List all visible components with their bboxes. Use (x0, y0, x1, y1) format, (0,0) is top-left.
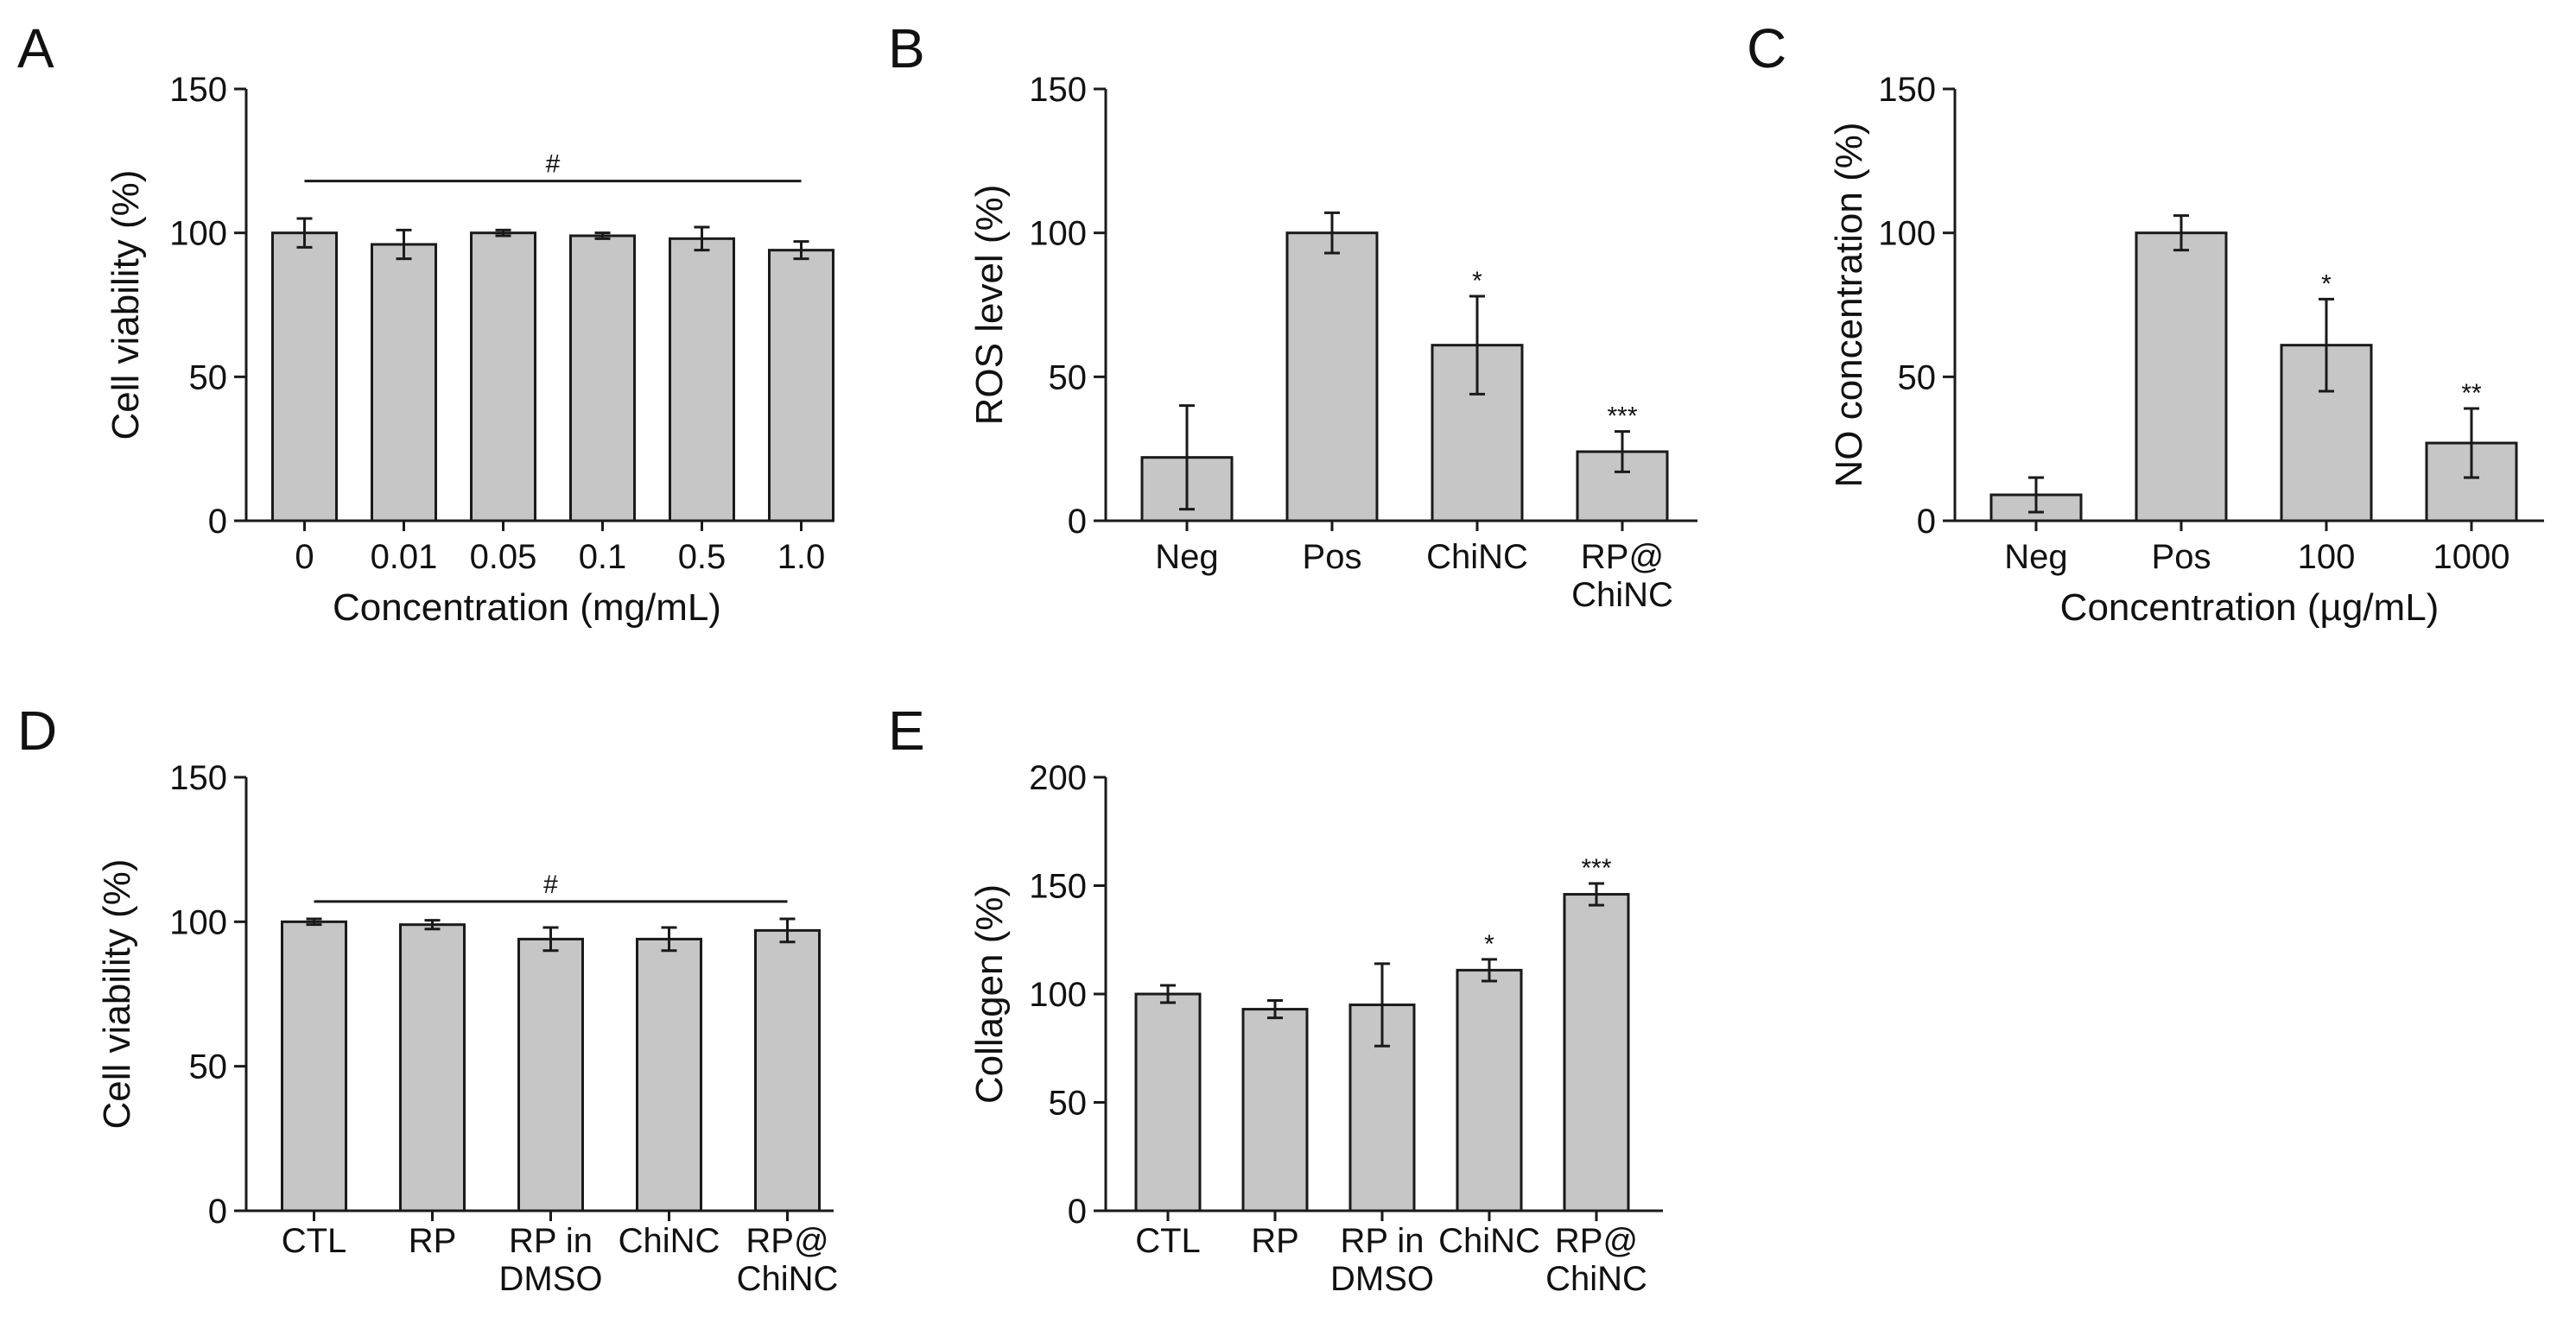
bar (768, 249, 834, 522)
x-tick-label: 0 (295, 538, 314, 576)
x-tick-label: ChiNC (619, 1222, 720, 1260)
x-tick-label: RP@ (1581, 538, 1664, 576)
y-tick-label: 0 (1068, 1193, 1087, 1231)
bar (569, 234, 636, 522)
x-tick-label: Neg (1155, 538, 1218, 576)
bar (371, 243, 437, 522)
panel-d: D 0 50 100 150 Cell viability (%) CTL RP RP inDM… (17, 700, 838, 1298)
y-tick-label: 150 (169, 759, 227, 797)
x-tick-label: ChiNC (1438, 1222, 1540, 1260)
x-tick-label: 100 (2298, 538, 2356, 576)
x-tick-label: RP (1251, 1222, 1299, 1260)
bar (2425, 441, 2518, 522)
bar (271, 231, 338, 522)
y-tick-label: 150 (1878, 71, 1936, 109)
y-tick-label: 100 (1029, 976, 1087, 1014)
x-tick-label: Pos (1303, 538, 1362, 576)
bar (1134, 992, 1202, 1213)
bar (754, 928, 821, 1213)
bar (1563, 893, 1630, 1213)
bar (2135, 231, 2228, 522)
significance-marker: *** (1581, 854, 1611, 883)
y-tick-label: 100 (1029, 215, 1087, 253)
x-axis-label: Concentration (mg/mL) (333, 586, 721, 629)
x-tick-label: 0.5 (678, 538, 726, 576)
y-tick-label: 50 (1049, 358, 1088, 396)
y-axis-label: ROS level (%) (968, 185, 1011, 426)
y-tick-label: 150 (1029, 868, 1087, 906)
y-tick-label: 0 (1068, 503, 1087, 541)
x-tick-label: RP@ (1555, 1222, 1638, 1260)
bar (517, 937, 584, 1213)
panel-letter: C (1747, 17, 1786, 79)
x-tick-label: ChiNC (1426, 538, 1528, 576)
y-axis-label: Cell viability (%) (105, 170, 147, 440)
bar (1456, 968, 1523, 1213)
y-tick-label: 0 (208, 1193, 227, 1231)
panel-letter: E (888, 700, 925, 762)
bar (470, 231, 536, 522)
y-tick-label: 100 (169, 215, 227, 253)
y-tick-label: 0 (208, 503, 227, 541)
x-tick-label: RP in (1340, 1222, 1424, 1260)
x-tick-label: 0.05 (470, 538, 537, 576)
y-tick-label: 100 (1878, 215, 1936, 253)
y-axis-label: NO concentration (%) (1828, 122, 1870, 487)
panel-letter: D (17, 700, 57, 762)
bar (636, 937, 702, 1213)
panel-a: A 0 50 100 150 Cell viability (%) 0 0.01 0.05 0.1… (17, 17, 834, 629)
bracket-label: # (543, 871, 558, 899)
significance-marker: * (1472, 267, 1482, 295)
x-tick-label: Neg (2004, 538, 2067, 576)
y-axis-label: Cell viability (%) (96, 859, 138, 1130)
bracket-label: # (546, 150, 561, 179)
panel-b: B 0 50 100 150 ROS level (%) Neg Pos * ChiNC *** RP… (888, 17, 1697, 614)
bar (2280, 344, 2373, 522)
x-tick-label: ChiNC (1571, 576, 1673, 614)
panel-letter: A (17, 17, 54, 79)
significance-marker: * (1484, 930, 1494, 959)
y-tick-label: 0 (1917, 503, 1936, 541)
significance-marker: ** (2461, 379, 2482, 408)
x-tick-label: 0.1 (579, 538, 627, 576)
y-tick-label: 200 (1029, 759, 1087, 797)
y-axis-label: Collagen (%) (968, 884, 1011, 1104)
bar (1285, 231, 1379, 522)
x-tick-label: DMSO (499, 1260, 603, 1298)
x-axis-label: Concentration (µg/mL) (2060, 586, 2440, 629)
y-tick-label: 50 (189, 358, 228, 396)
x-tick-label: DMSO (1330, 1260, 1434, 1298)
x-tick-label: 1000 (2433, 538, 2510, 576)
y-tick-label: 150 (1029, 71, 1087, 109)
x-tick-label: RP in (509, 1222, 593, 1260)
bar (281, 920, 347, 1213)
bar (1241, 1008, 1309, 1213)
x-tick-label: ChiNC (1545, 1260, 1647, 1298)
x-tick-label: CTL (282, 1222, 347, 1260)
significance-marker: *** (1607, 402, 1637, 431)
x-tick-label: RP (409, 1222, 457, 1260)
y-tick-label: 100 (169, 903, 227, 941)
bar (399, 923, 466, 1213)
x-tick-label: Pos (2152, 538, 2211, 576)
x-tick-label: RP@ (746, 1222, 828, 1260)
significance-marker: * (2321, 269, 2332, 298)
x-tick-label: ChiNC (737, 1260, 839, 1298)
x-tick-label: 1.0 (777, 538, 826, 576)
y-tick-label: 50 (189, 1048, 228, 1086)
bar (669, 237, 735, 522)
y-tick-label: 150 (169, 71, 227, 109)
panel-letter: B (888, 17, 925, 79)
y-tick-label: 50 (1898, 358, 1937, 396)
x-tick-label: CTL (1135, 1222, 1201, 1260)
y-tick-label: 50 (1049, 1085, 1088, 1123)
x-tick-label: 0.01 (371, 538, 438, 576)
